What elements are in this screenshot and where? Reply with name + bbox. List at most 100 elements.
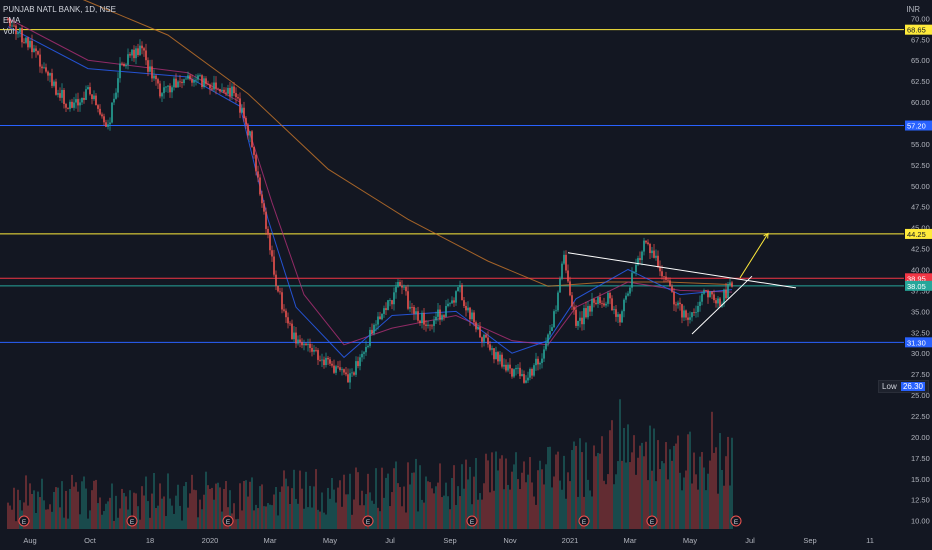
volume-bar [205,471,207,529]
candle-body [513,369,515,377]
candle-body [657,255,659,268]
price-tick-label: 47.50 [911,203,930,212]
candle-body [583,308,585,325]
candle-body [103,116,105,123]
candle-body [369,329,371,346]
candle-body [639,258,641,261]
volume-bar [115,495,117,529]
candle-body [591,299,593,312]
candle-body [543,349,545,359]
volume-bar [165,516,167,529]
volume-bar [283,470,285,529]
volume-bar [217,482,219,529]
price-tick-label: 65.00 [911,56,930,65]
volume-bar [479,493,481,529]
candle-body [167,85,169,87]
candle-body [231,86,233,97]
candle-body [155,75,157,80]
volume-bar [711,411,713,529]
candle-body [15,25,17,35]
volume-bar [255,504,257,529]
price-tick-label: 25.00 [911,391,930,400]
price-tick-label: 50.00 [911,182,930,191]
volume-bar [539,460,541,529]
candle-body [483,334,485,342]
candle-body [435,316,437,321]
price-tick-label: 62.50 [911,77,930,86]
ema-indicator-label[interactable]: EMA [3,16,21,25]
candle-body [641,251,643,261]
candle-body [151,66,153,79]
candle-body [359,357,361,367]
time-tick-label: 2020 [202,536,219,545]
candle-body [99,108,101,115]
volume-bar [9,505,11,529]
price-level-badge [905,273,932,284]
candle-body [373,324,375,334]
time-tick-label: 2021 [562,536,579,545]
price-level-value: 31.30 [907,338,926,347]
candle-body [117,78,119,93]
candle-body [273,256,275,275]
volume-indicator-label[interactable]: Vol [3,27,15,36]
candle-body [71,101,73,108]
volume-bar [581,452,583,529]
candle-body [497,352,499,362]
candle-body [315,349,317,351]
volume-bar [413,472,415,529]
volume-bar [103,511,105,529]
volume-bar [321,492,323,529]
candle-body [237,97,239,99]
candle-body [621,311,623,323]
volume-bar [323,512,325,529]
volume-bar [527,474,529,529]
volume-bar [651,470,653,529]
volume-bar [129,490,131,529]
candle-body [165,86,167,88]
volume-bar [91,490,93,529]
candle-body [453,300,455,303]
price-tick-label: 70.00 [911,14,930,23]
candle-body [351,372,353,374]
low-price-label: Low 26.30 [878,380,929,393]
volume-bar [193,489,195,529]
volume-bar [431,488,433,529]
symbol-title: PUNJAB NATL BANK, 1D, NSE [3,5,116,14]
candle-body [39,54,41,67]
candle-body [253,146,255,155]
candle-body [255,154,257,172]
volume-bar [105,503,107,529]
volume-bar [515,452,517,529]
price-tick-label: 10.00 [911,517,930,526]
candle-body [265,211,267,229]
volume-bar [71,474,73,529]
volume-bar [495,451,497,529]
earnings-marker-label: E [22,519,27,526]
volume-bar [393,468,395,529]
candle-body [515,368,517,370]
volume-bar [59,507,61,529]
earnings-marker-icon [18,515,30,527]
volume-bar [277,515,279,529]
candle-body [711,291,713,295]
volume-bar [345,494,347,529]
candle-body [291,323,293,340]
volume-bar [153,473,155,529]
candle-body [277,285,279,292]
candle-body [187,75,189,79]
volume-bar [389,506,391,529]
candle-body [679,302,681,305]
volume-bar [671,460,673,529]
earnings-marker-icon [362,515,374,527]
candle-body [25,37,27,43]
candle-body [601,303,603,304]
volume-bar [191,474,193,529]
candle-body [689,317,691,320]
candle-body [663,276,665,278]
volume-bar [693,452,695,529]
volume-bar [111,483,113,529]
candle-body [521,374,523,377]
candle-body [153,75,155,79]
volume-bar [51,511,53,529]
